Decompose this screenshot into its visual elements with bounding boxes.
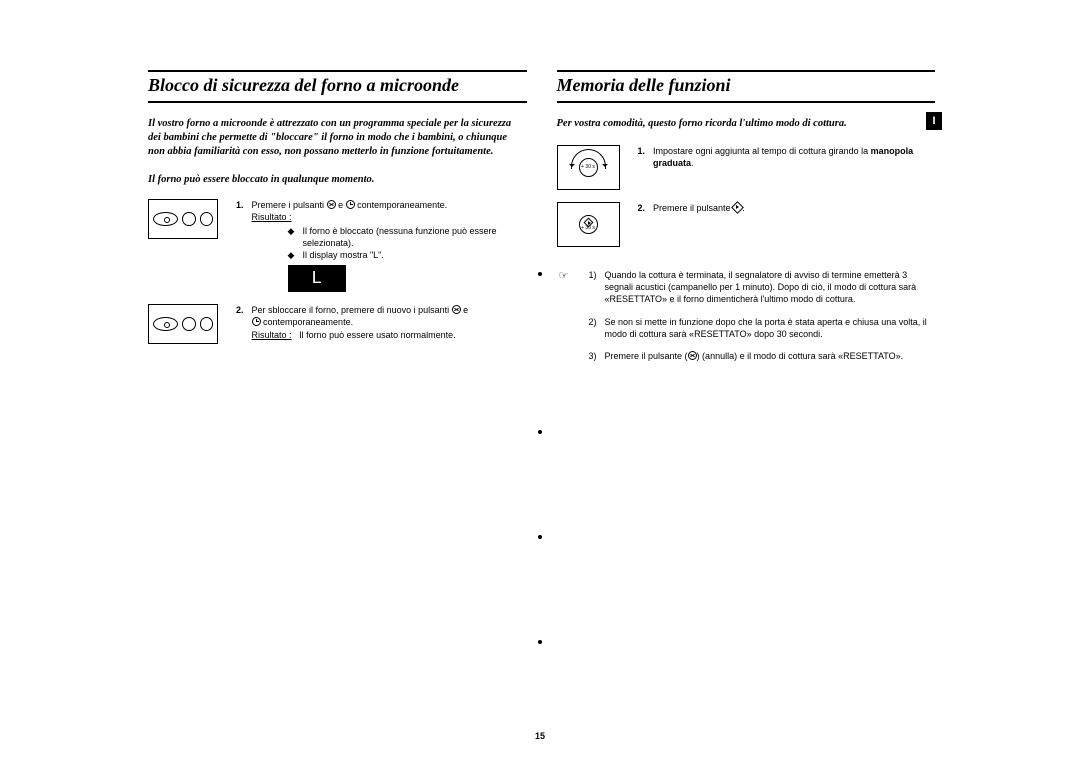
note-item: 1) Quando la cottura è terminata, il seg… <box>589 269 936 305</box>
binding-dot <box>538 535 542 539</box>
clock-icon <box>346 200 355 209</box>
cancel-icon <box>327 200 336 209</box>
step-text: Impostare ogni aggiunta al tempo di cott… <box>653 145 935 169</box>
right-step-1: + 30 s 1. Impostare ogni aggiunta al tem… <box>557 145 936 190</box>
dial-label: + 30 s <box>581 165 595 170</box>
clock-icon <box>252 317 261 326</box>
dial-thumb: + 30 s <box>557 145 620 190</box>
note-item: 3) Premere il pulsante () (annulla) e il… <box>589 350 936 362</box>
start-icon <box>733 203 742 212</box>
left-sub-intro: Il forno può essere bloccato in qualunqu… <box>148 174 527 185</box>
dial-thumb: + 30 s <box>557 202 620 247</box>
step-number: 1. <box>236 199 244 293</box>
oven-display: L <box>288 265 346 292</box>
result-label: Risultato : <box>252 212 292 222</box>
left-step-2: 2. Per sbloccare il forno, premere di nu… <box>148 304 527 344</box>
left-column: Blocco di sicurezza del forno a microond… <box>148 70 527 372</box>
left-intro: Il vostro forno a microonde è attrezzato… <box>148 117 527 160</box>
right-column: Memoria delle funzioni Per vostra comodi… <box>557 70 936 372</box>
step-text: Premere i pulsanti e contemporaneamente.… <box>252 199 527 293</box>
oval-button-icon <box>153 212 178 226</box>
step-number: 1. <box>638 145 646 169</box>
cancel-icon <box>452 305 461 314</box>
dial-icon <box>182 212 196 226</box>
binding-dot <box>538 272 542 276</box>
control-panel-thumb <box>148 304 218 344</box>
clock-button-icon <box>200 317 214 331</box>
binding-dot <box>538 640 542 644</box>
cancel-icon <box>688 351 697 360</box>
notes-block: ☞ 1) Quando la cottura è terminata, il s… <box>557 269 936 372</box>
step-number: 2. <box>638 202 646 214</box>
step-text: Per sbloccare il forno, premere di nuovo… <box>252 304 527 340</box>
step-text: Premere il pulsante . <box>653 202 935 214</box>
start-icon <box>585 219 592 226</box>
note-item: 2) Se non si mette in funzione dopo che … <box>589 316 936 340</box>
left-step-1: 1. Premere i pulsanti e contemporaneamen… <box>148 199 527 293</box>
result-label: Risultato : <box>252 330 292 340</box>
page-number: 15 <box>535 731 545 741</box>
right-step-2: + 30 s 2. Premere il pulsante . <box>557 202 936 247</box>
note-icon: ☞ <box>557 269 571 372</box>
clock-button-icon <box>200 212 214 226</box>
step-number: 2. <box>236 304 244 340</box>
right-intro: Per vostra comodità, questo forno ricord… <box>557 117 936 131</box>
control-panel-thumb <box>148 199 218 239</box>
language-marker: I <box>926 112 942 130</box>
left-title: Blocco di sicurezza del forno a microond… <box>148 70 527 103</box>
right-title: Memoria delle funzioni <box>557 70 936 103</box>
oval-button-icon <box>153 317 178 331</box>
dial-icon <box>182 317 196 331</box>
binding-dot <box>538 430 542 434</box>
